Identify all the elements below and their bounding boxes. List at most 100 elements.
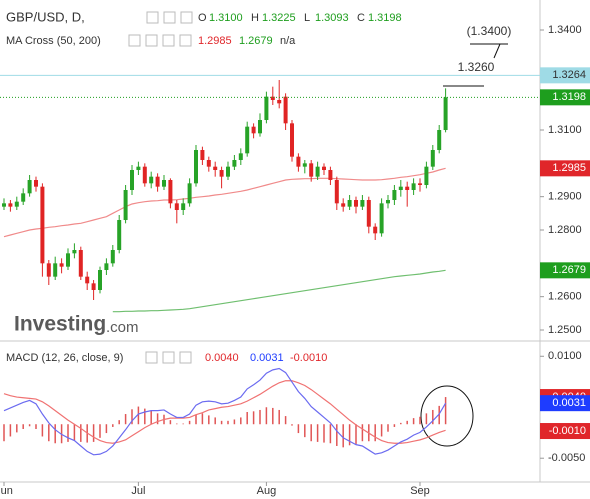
- histogram-bar: [156, 413, 159, 425]
- histogram-bar: [137, 406, 140, 425]
- header-icons: [128, 11, 193, 364]
- candle-body: [411, 183, 416, 190]
- annotation-line: [493, 43, 501, 59]
- candle-body: [213, 166, 218, 170]
- y-tick-label: 1.2500: [548, 324, 582, 336]
- candle-body: [264, 96, 269, 120]
- candle-body: [341, 203, 346, 207]
- histogram-bar: [73, 424, 76, 441]
- indicator-value: 1.2985: [198, 35, 232, 47]
- macd-legend-value: 0.0040: [205, 352, 239, 364]
- histogram-bar: [28, 424, 31, 427]
- candle-body: [149, 176, 154, 184]
- icon: [180, 11, 193, 24]
- moving-average-line: [112, 269, 446, 313]
- candle-body: [136, 166, 141, 170]
- candle-body: [424, 166, 429, 185]
- candle-body: [296, 156, 301, 167]
- level-label: 1.3264: [552, 69, 586, 81]
- icon: [179, 34, 192, 47]
- y-tick-label: 0.0100: [548, 350, 582, 362]
- candle-body: [162, 180, 166, 187]
- histogram-bar: [169, 420, 172, 425]
- histogram-bar: [425, 413, 428, 425]
- ohlc-key: L: [304, 12, 310, 24]
- moving-average-line: [3, 167, 446, 238]
- histogram-bar: [393, 424, 396, 427]
- candle-body: [174, 203, 179, 210]
- candle-body: [123, 190, 128, 220]
- candle-body: [405, 186, 410, 190]
- macd-title: MACD (12, 26, close, 9): [6, 352, 123, 364]
- candle-body: [194, 150, 198, 184]
- histogram-bar: [92, 424, 95, 442]
- candle-body: [34, 180, 38, 187]
- histogram-bar: [131, 409, 133, 425]
- candle-body: [226, 166, 230, 177]
- histogram-bar: [374, 424, 376, 442]
- histogram-bar: [35, 424, 37, 429]
- y-tick-label: 1.3400: [548, 24, 582, 36]
- candle-body: [379, 203, 384, 234]
- histogram-bar: [278, 409, 280, 425]
- candle-body: [21, 193, 26, 202]
- annotation: 1.3260: [458, 60, 495, 74]
- histogram-bar: [118, 420, 120, 425]
- candle-body: [386, 200, 390, 204]
- candle-body: [200, 150, 205, 160]
- candle-body: [283, 96, 288, 124]
- candle-body: [347, 200, 352, 207]
- level-label: 1.3198: [552, 91, 586, 103]
- histogram-bar: [348, 424, 351, 446]
- candle-body: [117, 220, 122, 250]
- candle-body: [373, 226, 378, 234]
- y-tick-label: 1.2800: [548, 224, 582, 236]
- candle-body: [322, 166, 326, 170]
- ohlc-value: 1.3093: [315, 12, 349, 24]
- ohlc-value: 1.3198: [368, 12, 402, 24]
- candle-body: [206, 160, 211, 167]
- histogram-bar: [329, 424, 332, 444]
- candle-body: [334, 180, 339, 204]
- histogram-bar: [355, 424, 357, 444]
- candle-body: [91, 283, 96, 290]
- candle-body: [270, 96, 275, 100]
- candle-body: [187, 183, 192, 204]
- histogram-bar: [240, 417, 242, 425]
- histogram-bar: [444, 397, 447, 425]
- histogram-bar: [3, 424, 5, 442]
- histogram-bar: [284, 416, 287, 425]
- histogram-bar: [54, 424, 56, 444]
- candle-body: [181, 203, 186, 210]
- candle-body: [232, 160, 237, 167]
- candle-body: [46, 263, 51, 277]
- histogram-bar: [406, 420, 408, 425]
- histogram-bar: [297, 424, 300, 434]
- candle-body: [78, 250, 83, 277]
- candle-body: [354, 200, 358, 207]
- x-tick-label: Jun: [0, 485, 13, 497]
- ohlc-value: 1.3100: [209, 12, 243, 24]
- candle-body: [104, 263, 109, 270]
- histogram-bar: [80, 424, 82, 442]
- histogram-bar: [336, 424, 338, 446]
- histogram-bar: [316, 424, 319, 442]
- level-label: 0.0031: [552, 397, 586, 409]
- histogram-bar: [208, 415, 210, 425]
- y-tick-label: -0.0050: [548, 452, 585, 464]
- watermark: Investing: [14, 313, 106, 336]
- histogram-bar: [400, 422, 402, 425]
- histogram-bar: [233, 419, 236, 425]
- candle-body: [168, 180, 173, 204]
- candle-body: [302, 163, 307, 167]
- indicator-title: MA Cross (50, 200): [6, 35, 101, 47]
- candle-body: [392, 190, 397, 200]
- histogram-bar: [124, 414, 127, 425]
- histogram-bar: [342, 424, 344, 448]
- candle-body: [59, 263, 64, 267]
- histogram-bar: [272, 407, 274, 425]
- histogram-bar: [22, 424, 24, 429]
- watermark: .com: [106, 319, 139, 336]
